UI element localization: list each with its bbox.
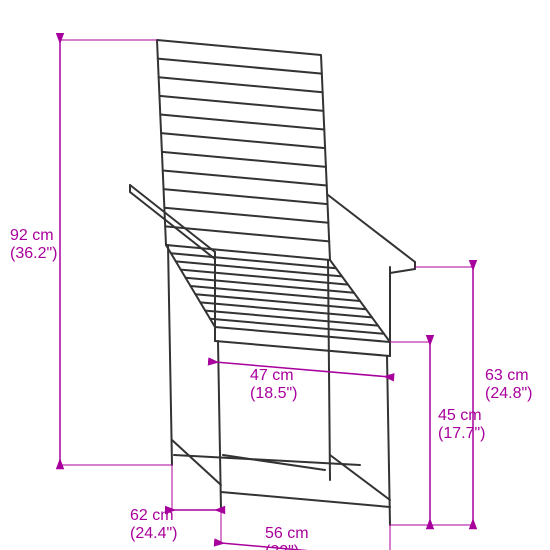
dim-label-seat_height: 45 cm(17.7")	[438, 407, 485, 442]
svg-text:(36.2"): (36.2")	[10, 245, 57, 262]
svg-text:(22"): (22")	[265, 543, 299, 550]
svg-text:63 cm: 63 cm	[485, 367, 529, 384]
dim-label-overall_height: 92 cm(36.2")	[10, 227, 57, 262]
svg-text:56 cm: 56 cm	[265, 525, 309, 542]
dim-label-seat_width: 47 cm(18.5")	[250, 367, 297, 402]
dimensions: 92 cm(36.2") 63 cm(24.8")45 cm(17.7") 47 c…	[10, 40, 532, 550]
svg-text:(24.8"): (24.8")	[485, 385, 532, 402]
svg-text:92 cm: 92 cm	[10, 227, 54, 244]
dim-label-arm_height: 63 cm(24.8")	[485, 367, 532, 402]
svg-text:(24.4"): (24.4")	[130, 525, 177, 542]
dim-label-depth: 62 cm(24.4")	[130, 507, 177, 542]
dimension-diagram: 92 cm(36.2") 63 cm(24.8")45 cm(17.7") 47 c…	[0, 0, 550, 550]
dim-label-width: 56 cm(22")	[265, 525, 309, 550]
svg-text:(18.5"): (18.5")	[250, 385, 297, 402]
chair-outline	[130, 40, 415, 525]
svg-text:(17.7"): (17.7")	[438, 425, 485, 442]
svg-text:45 cm: 45 cm	[438, 407, 482, 424]
svg-text:47 cm: 47 cm	[250, 367, 294, 384]
svg-text:62 cm: 62 cm	[130, 507, 174, 524]
